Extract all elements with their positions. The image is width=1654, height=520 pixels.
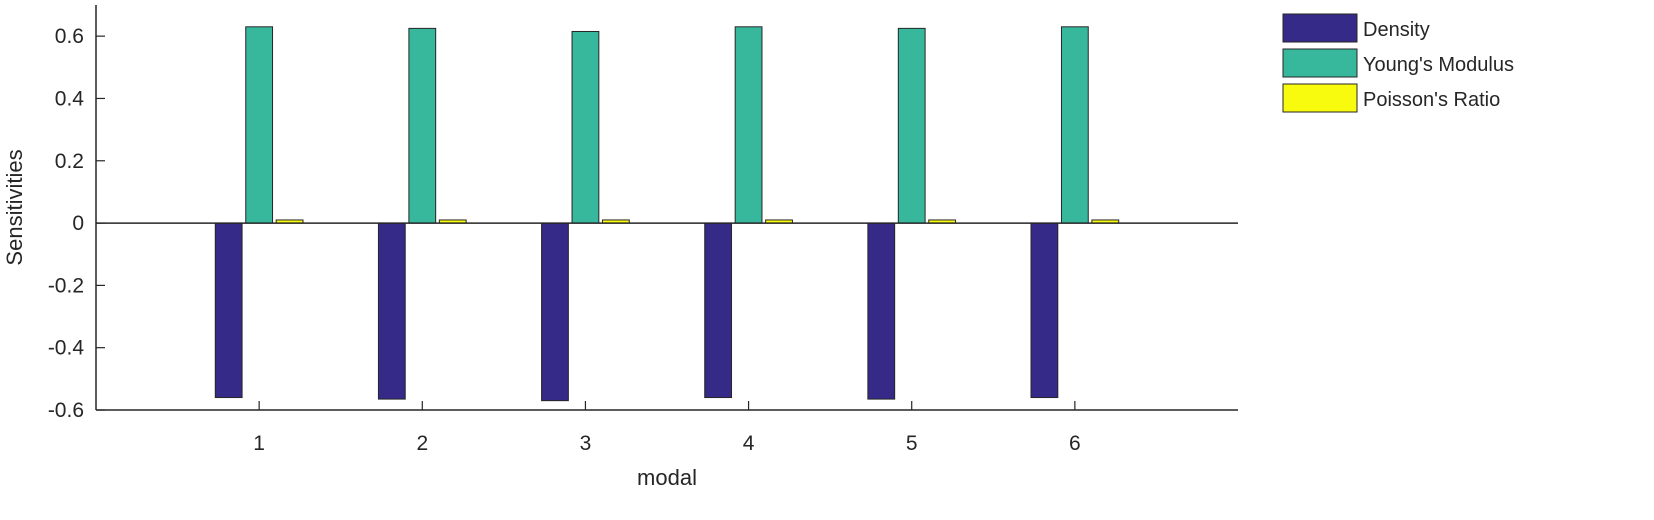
x-tick-label: 2 [416, 432, 428, 455]
bar-density-6 [1030, 222, 1059, 399]
x-tick-label: 3 [580, 432, 592, 455]
bar-density-3 [541, 222, 569, 402]
bar-young-s-modulus-2 [408, 27, 437, 224]
legend-label: Density [1363, 19, 1430, 41]
y-tick-label: 0.4 [55, 87, 85, 110]
x-axis-label: modal [637, 465, 697, 490]
x-ticks-group: 1 2 3 4 5 6 [253, 401, 1081, 455]
x-tick-label: 6 [1069, 432, 1081, 455]
legend-swatch [1282, 13, 1358, 43]
bar-density-1 [214, 222, 243, 399]
axes-group [95, 5, 1238, 411]
y-tick-label: 0.6 [55, 25, 84, 48]
legend-label: Poisson's Ratio [1363, 89, 1500, 111]
x-tick-label: 5 [906, 432, 918, 455]
bar-young-s-modulus-4 [734, 26, 763, 224]
y-tick-label: -0.4 [48, 337, 85, 360]
bar-young-s-modulus-5 [897, 27, 926, 224]
x-tick-label: 1 [253, 432, 265, 455]
bar-density-5 [867, 222, 896, 400]
bar-young-s-modulus-3 [571, 30, 600, 224]
y-tick-label: -0.2 [48, 274, 84, 297]
legend-label: Young's Modulus [1363, 54, 1514, 76]
x-tick-label: 4 [743, 432, 755, 455]
y-ticks-group: -0.6 -0.4 -0.2 0 0.2 0.4 0.6 [48, 25, 105, 422]
legend-swatch [1282, 48, 1358, 78]
y-axis-label: Sensitivities [2, 149, 27, 265]
legend-swatch [1282, 83, 1358, 113]
y-tick-label: 0.2 [55, 150, 84, 173]
y-tick-label: 0 [72, 212, 84, 235]
bar-young-s-modulus-6 [1060, 26, 1089, 224]
y-tick-label: -0.6 [48, 399, 84, 422]
bar-density-2 [377, 222, 406, 400]
bar-density-4 [704, 222, 733, 399]
bars-group [214, 26, 1120, 402]
legend: Density Young's Modulus Poisson's Ratio [1282, 13, 1514, 113]
bar-young-s-modulus-1 [245, 26, 274, 224]
